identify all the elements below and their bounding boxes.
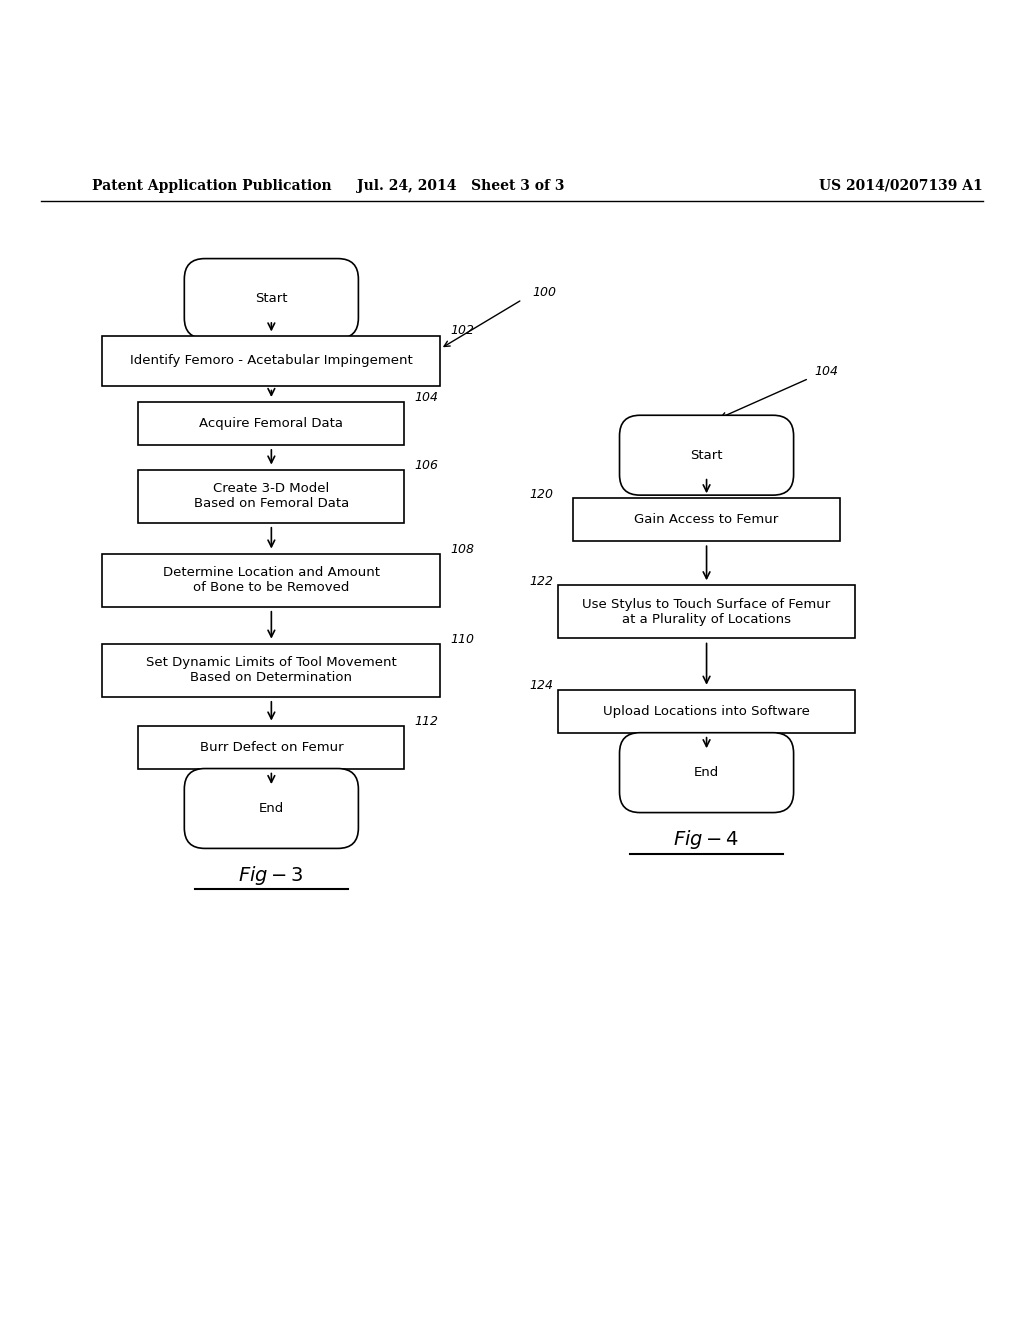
FancyBboxPatch shape	[138, 403, 404, 445]
Text: 112: 112	[415, 715, 438, 727]
FancyBboxPatch shape	[620, 416, 794, 495]
Text: Jul. 24, 2014   Sheet 3 of 3: Jul. 24, 2014 Sheet 3 of 3	[357, 180, 564, 193]
Text: $\mathit{Fig-3}$: $\mathit{Fig-3}$	[239, 863, 304, 887]
Text: Create 3-D Model
Based on Femoral Data: Create 3-D Model Based on Femoral Data	[194, 482, 349, 510]
Text: Determine Location and Amount
of Bone to be Removed: Determine Location and Amount of Bone to…	[163, 566, 380, 594]
Text: 104: 104	[814, 364, 838, 378]
Text: Gain Access to Femur: Gain Access to Femur	[635, 513, 778, 527]
FancyBboxPatch shape	[138, 470, 404, 523]
Text: Identify Femoro - Acetabular Impingement: Identify Femoro - Acetabular Impingement	[130, 355, 413, 367]
FancyBboxPatch shape	[558, 585, 855, 639]
Text: Set Dynamic Limits of Tool Movement
Based on Determination: Set Dynamic Limits of Tool Movement Base…	[146, 656, 396, 684]
FancyBboxPatch shape	[102, 337, 440, 385]
Text: End: End	[694, 766, 719, 779]
Text: End: End	[259, 803, 284, 814]
FancyBboxPatch shape	[102, 553, 440, 607]
Text: 108: 108	[451, 543, 474, 556]
FancyBboxPatch shape	[184, 259, 358, 338]
Text: Acquire Femoral Data: Acquire Femoral Data	[200, 417, 343, 430]
Text: Patent Application Publication: Patent Application Publication	[92, 180, 332, 193]
Text: 104: 104	[415, 391, 438, 404]
Text: 124: 124	[529, 678, 553, 692]
Text: US 2014/0207139 A1: US 2014/0207139 A1	[819, 180, 983, 193]
Text: 106: 106	[415, 459, 438, 473]
Text: $\mathit{Fig-4}$: $\mathit{Fig-4}$	[674, 828, 739, 850]
Text: 102: 102	[451, 323, 474, 337]
Text: Burr Defect on Femur: Burr Defect on Femur	[200, 741, 343, 754]
Text: Start: Start	[255, 292, 288, 305]
FancyBboxPatch shape	[620, 733, 794, 813]
FancyBboxPatch shape	[102, 644, 440, 697]
FancyBboxPatch shape	[184, 768, 358, 849]
Text: Start: Start	[690, 449, 723, 462]
Text: Use Stylus to Touch Surface of Femur
at a Plurality of Locations: Use Stylus to Touch Surface of Femur at …	[583, 598, 830, 626]
FancyBboxPatch shape	[573, 498, 840, 541]
Text: Upload Locations into Software: Upload Locations into Software	[603, 705, 810, 718]
Text: 100: 100	[532, 286, 556, 298]
Text: 122: 122	[529, 574, 553, 587]
Text: 110: 110	[451, 634, 474, 645]
Text: 120: 120	[529, 487, 553, 500]
FancyBboxPatch shape	[558, 689, 855, 733]
FancyBboxPatch shape	[138, 726, 404, 768]
